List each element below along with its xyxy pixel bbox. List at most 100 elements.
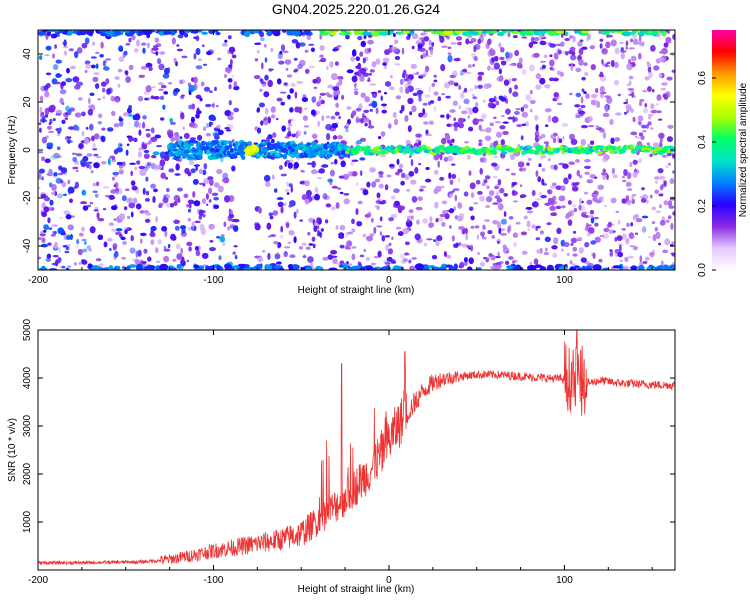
heatmap-cell bbox=[232, 251, 236, 255]
heatmap-cell bbox=[463, 191, 469, 197]
heatmap-cell bbox=[334, 158, 338, 165]
heatmap-cell bbox=[137, 95, 144, 102]
heatmap-cell bbox=[589, 45, 595, 50]
heatmap-cell bbox=[55, 81, 61, 85]
heatmap-cell bbox=[355, 116, 360, 124]
heatmap-cell bbox=[347, 171, 353, 177]
heatmap-cell bbox=[379, 154, 387, 158]
heatmap-cell bbox=[466, 154, 472, 160]
heatmap-cell bbox=[516, 62, 522, 69]
heatmap-cell bbox=[260, 37, 265, 42]
heatmap-cell bbox=[603, 204, 607, 208]
heatmap-cell bbox=[39, 106, 43, 114]
heatmap-cell bbox=[351, 75, 358, 83]
heatmap-cell bbox=[74, 84, 81, 90]
heatmap-cell bbox=[95, 51, 100, 55]
heatmap-cell bbox=[446, 139, 453, 144]
heatmap-cell bbox=[300, 169, 305, 173]
heatmap-cell bbox=[665, 219, 670, 223]
heatmap-cell bbox=[497, 203, 504, 211]
heatmap-cell bbox=[272, 210, 279, 216]
heatmap-cell bbox=[176, 253, 183, 260]
heatmap-cell bbox=[332, 86, 340, 91]
heatmap-cell bbox=[439, 36, 445, 43]
heatmap-cell bbox=[670, 222, 674, 230]
heatmap-cell bbox=[630, 131, 638, 136]
heatmap-cell bbox=[626, 238, 629, 242]
heatmap-cell bbox=[575, 92, 582, 98]
heatmap-cell bbox=[502, 121, 509, 124]
heatmap-cell bbox=[173, 194, 181, 202]
heatmap-cell bbox=[230, 58, 233, 66]
heatmap-cell bbox=[351, 110, 357, 116]
heatmap-cell bbox=[76, 238, 80, 245]
heatmap-cell bbox=[384, 262, 391, 265]
heatmap-cell bbox=[346, 240, 353, 248]
heatmap-cell bbox=[92, 148, 98, 151]
heatmap-cell bbox=[628, 75, 634, 80]
heatmap-cell bbox=[224, 74, 227, 78]
heatmap-cell bbox=[463, 257, 468, 263]
heatmap-cell bbox=[459, 261, 465, 269]
heatmap-cell bbox=[216, 105, 219, 108]
heatmap-cell bbox=[373, 226, 377, 234]
heatmap-cell bbox=[84, 37, 90, 45]
heatmap-cell bbox=[87, 161, 93, 164]
heatmap-cell bbox=[614, 249, 620, 254]
heatmap-cell bbox=[195, 65, 203, 70]
heatmap-cell bbox=[38, 151, 44, 154]
heatmap-cell bbox=[97, 121, 103, 125]
heatmap-cell bbox=[426, 238, 433, 241]
heatmap-cell bbox=[58, 246, 62, 254]
heatmap-cell bbox=[312, 133, 318, 139]
heatmap-cell bbox=[303, 254, 307, 259]
heatmap-cell bbox=[543, 141, 550, 145]
heatmap-cell bbox=[425, 167, 430, 170]
heatmap-cell bbox=[429, 225, 433, 228]
heatmap-cell bbox=[119, 120, 124, 127]
heatmap-cell bbox=[448, 172, 452, 179]
heatmap-cell bbox=[552, 132, 558, 137]
heatmap-cell bbox=[638, 132, 643, 137]
heatmap-cell bbox=[331, 73, 338, 81]
heatmap-cell bbox=[602, 233, 609, 240]
heatmap-cell bbox=[572, 35, 576, 43]
heatmap-cell bbox=[568, 35, 574, 39]
heatmap-cell bbox=[420, 185, 427, 189]
heatmap-cell bbox=[299, 59, 306, 67]
heatmap-cell bbox=[346, 106, 352, 110]
heatmap-cell bbox=[537, 176, 541, 183]
heatmap-cell bbox=[286, 181, 289, 187]
heatmap-cell bbox=[163, 154, 170, 161]
heatmap-cell bbox=[47, 130, 55, 133]
heatmap-cell bbox=[134, 113, 141, 121]
heatmap-cell bbox=[529, 90, 533, 95]
heatmap-cell bbox=[193, 53, 197, 60]
heatmap-cell bbox=[626, 172, 632, 180]
heatmap-cell bbox=[508, 216, 514, 220]
heatmap-cell bbox=[72, 166, 79, 170]
heatmap-cell bbox=[511, 190, 518, 196]
heatmap-cell bbox=[299, 219, 304, 222]
heatmap-cell bbox=[128, 64, 134, 71]
heatmap-cell bbox=[390, 75, 393, 79]
heatmap-cell bbox=[160, 172, 166, 179]
heatmap-cell bbox=[452, 70, 458, 78]
heatmap-cell bbox=[659, 185, 664, 191]
heatmap-cell bbox=[487, 65, 491, 71]
heatmap-cell bbox=[116, 228, 123, 232]
heatmap-cell bbox=[289, 200, 296, 207]
heatmap-cell bbox=[152, 196, 156, 203]
heatmap-cell bbox=[142, 121, 146, 129]
heatmap-cell bbox=[357, 35, 363, 41]
heatmap-cell bbox=[509, 63, 515, 66]
heatmap-cell bbox=[619, 244, 622, 252]
heatmap-cell bbox=[67, 136, 72, 139]
heatmap-cell bbox=[264, 74, 269, 81]
heatmap-cell bbox=[345, 128, 349, 133]
heatmap-cell bbox=[521, 36, 528, 39]
heatmap-cell bbox=[351, 218, 355, 225]
heatmap-cell bbox=[490, 266, 495, 270]
heatmap-cell bbox=[118, 168, 125, 175]
heatmap-cell bbox=[397, 231, 404, 236]
